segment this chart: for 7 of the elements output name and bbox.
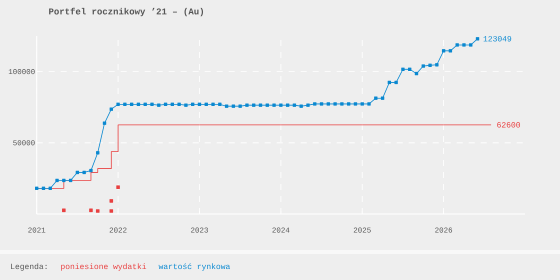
chart-title: Portfel rocznikowy ’21 – (Au) bbox=[49, 8, 204, 16]
point bbox=[96, 209, 100, 213]
point bbox=[110, 199, 114, 203]
point bbox=[62, 208, 66, 212]
point bbox=[110, 209, 114, 213]
point bbox=[116, 185, 120, 190]
point bbox=[89, 208, 93, 212]
